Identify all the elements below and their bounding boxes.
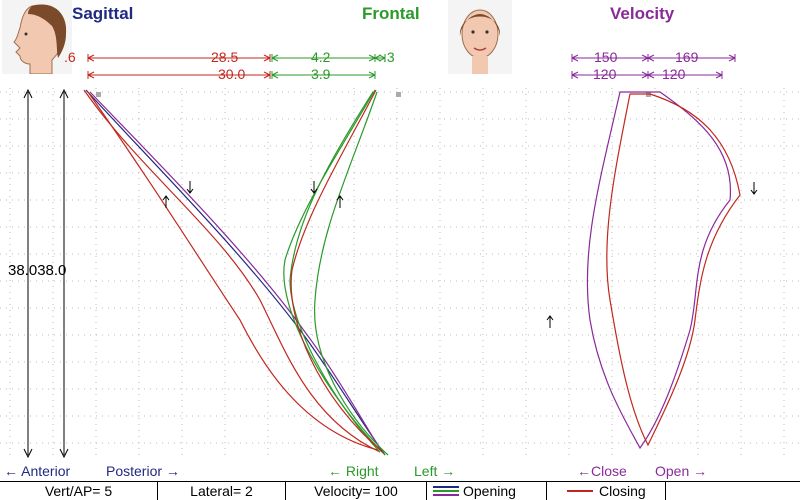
velocity-down-arrow (750, 182, 758, 195)
vel-bot-right-value: 120 (662, 66, 686, 82)
right-label: ← Right (328, 463, 379, 479)
sagittal-closing-trace-2 (87, 91, 379, 451)
vel-top-left-value: 150 (594, 49, 618, 65)
sag-bottom-value: 30.0 (218, 66, 246, 82)
frontal-opening-trace-3 (314, 91, 389, 456)
sag-top-dim-end (263, 54, 271, 62)
sagittal-opening-trace-2 (89, 91, 383, 453)
head-profile-icon (2, 0, 72, 74)
closing-swatch (567, 490, 593, 492)
vel-bot-left-dim-start (571, 71, 579, 79)
vertical-dim-arrow-bottom-0 (23, 448, 33, 459)
front-top-dim-start (271, 54, 279, 62)
front-bottom-dim-end (368, 71, 376, 79)
velocity-up-arrow (546, 315, 554, 328)
opening-legend: Opening (427, 482, 547, 500)
vel-top-right-dim-end (728, 54, 736, 62)
frontal-opening-trace-2 (289, 91, 381, 453)
frontal-title: Frontal (362, 4, 420, 23)
sagittal-down-arrow (186, 181, 194, 194)
front-bottom-dim-start (271, 71, 279, 79)
sag-top-value: 28.5 (211, 49, 239, 65)
close-label: ←Close (577, 463, 627, 479)
vel-top-right-value: 169 (675, 49, 699, 65)
velocity-title: Velocity (610, 4, 675, 23)
front-bottom-value: 3.9 (311, 66, 331, 82)
vel-top-right-dim-start (647, 54, 655, 62)
vertical-opening-value: 38.038.0 (8, 262, 67, 279)
vel-top-left-dim-start (571, 54, 579, 62)
closing-legend: Closing (547, 482, 666, 500)
front-right-dim-end (378, 54, 386, 62)
closing-label: Closing (599, 483, 646, 499)
opening-swatch-3 (433, 494, 459, 496)
face-front-icon (448, 0, 512, 74)
left-label: Left → (414, 463, 456, 479)
open-label: Open → (655, 463, 708, 479)
opening-label: Opening (463, 483, 516, 499)
velocity-loop-2 (606, 93, 741, 447)
sag-bottom-dim-start (87, 71, 95, 79)
sagittal-opening-trace-1 (85, 89, 386, 456)
sagittal-title: Sagittal (72, 4, 134, 23)
front-top-value: 4.2 (311, 49, 331, 65)
status-bar: Vert/AP= 5 Lateral= 2 Velocity= 100 Open… (0, 481, 800, 500)
origin-marker-frontal (396, 92, 401, 97)
vertical-dim-arrow-top-0 (23, 88, 33, 99)
frontal-down-arrow (310, 181, 318, 194)
sagittal-closing-trace-1 (83, 89, 381, 453)
frontal-up-arrow (336, 195, 344, 208)
opening-swatch-2 (433, 490, 459, 492)
origin-marker-sagittal (96, 92, 101, 97)
vertical-dim-arrow-bottom-1 (59, 448, 69, 459)
front-right-value: .3 (383, 49, 395, 65)
sag-top-dim-start (87, 54, 95, 62)
posterior-label: Posterior → (106, 463, 180, 479)
vel-bot-left-value: 120 (593, 66, 617, 82)
sag-bottom-dim-end (263, 71, 271, 79)
vel-bot-right-dim-end (715, 71, 723, 79)
vertical-dim-arrow-top-1 (59, 88, 69, 99)
sagittal-up-arrow (162, 195, 170, 208)
opening-swatch-1 (433, 486, 459, 488)
frontal-closing-trace (290, 89, 385, 454)
lateral-setting: Lateral= 2 (158, 482, 286, 500)
sag-left-value: .6 (64, 49, 76, 65)
anterior-label: ← Anterior (4, 463, 71, 479)
vert-ap-setting: Vert/AP= 5 (0, 482, 158, 500)
velocity-loop-1 (586, 91, 732, 450)
velocity-setting: Velocity= 100 (286, 482, 427, 500)
vel-bot-right-dim-start (647, 71, 655, 79)
